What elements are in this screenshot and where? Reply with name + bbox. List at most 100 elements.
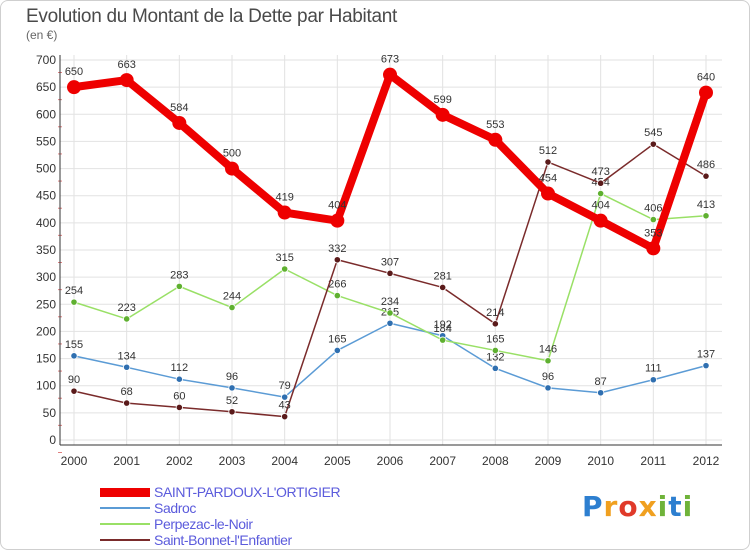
data-point [70, 352, 78, 360]
data-label: 266 [328, 279, 346, 291]
proxiti-logo: Proxiti [582, 490, 693, 523]
data-point [649, 376, 657, 384]
data-point [228, 384, 236, 392]
data-point [386, 319, 394, 327]
data-point [175, 375, 183, 383]
x-tick-label: 2001 [113, 454, 140, 468]
data-label: 192 [433, 319, 451, 331]
data-point [439, 283, 447, 292]
data-point [333, 346, 341, 355]
data-label: 486 [697, 159, 715, 171]
data-label: 96 [226, 371, 238, 383]
data-point [491, 320, 499, 328]
data-label: 90 [68, 374, 80, 386]
y-tick-label: 300 [36, 270, 56, 284]
legend-swatch [100, 487, 150, 497]
y-tick-label: 50 [43, 406, 57, 420]
data-point [488, 132, 503, 147]
data-point [119, 73, 134, 88]
data-label: 283 [170, 269, 188, 281]
data-point [593, 213, 608, 228]
data-label: 553 [486, 119, 504, 131]
data-label: 413 [697, 199, 715, 211]
x-tick-label: 2010 [587, 454, 614, 468]
data-label: 87 [595, 376, 607, 388]
data-point [281, 393, 289, 401]
y-tick-label: 350 [36, 243, 56, 257]
data-point [383, 67, 397, 82]
data-label: 584 [170, 102, 188, 114]
data-label: 52 [226, 395, 238, 407]
data-point [281, 265, 289, 273]
x-tick-label: 2006 [377, 454, 404, 468]
data-point [123, 315, 131, 323]
data-label: 244 [223, 291, 241, 303]
data-point [491, 364, 499, 372]
legend: SAINT-PARDOUX-L'ORTIGIER Sadroc Perpezac… [100, 484, 341, 548]
data-label: 43 [279, 400, 291, 412]
y-tick-label: 250 [36, 297, 56, 311]
data-point [646, 241, 661, 256]
data-label: 404 [328, 200, 346, 212]
data-point [330, 213, 345, 228]
y-tick-label: 450 [36, 189, 56, 203]
data-point [228, 408, 236, 416]
data-point [439, 336, 447, 344]
data-point [123, 399, 131, 407]
data-point [541, 186, 555, 201]
data-label: 165 [328, 333, 346, 345]
data-label: 79 [279, 380, 291, 392]
logo-letter: i [682, 490, 694, 523]
data-label: 254 [65, 285, 83, 297]
data-point [649, 140, 657, 148]
data-point [702, 172, 710, 180]
data-point [70, 387, 78, 395]
x-tick-label: 2011 [640, 454, 666, 468]
data-label: 111 [645, 363, 662, 375]
data-label: 454 [539, 173, 557, 185]
x-tick-label: 2003 [219, 454, 246, 468]
data-label: 112 [171, 362, 189, 374]
data-label: 663 [117, 59, 135, 71]
data-label: 96 [542, 371, 554, 383]
y-tick-label: 0 [49, 433, 56, 447]
chart-subtitle: (en €) [26, 28, 58, 42]
data-label: 234 [381, 296, 399, 308]
data-label: 419 [275, 192, 293, 204]
data-label: 404 [591, 200, 609, 212]
logo-letter: i [657, 490, 669, 523]
data-label: 68 [121, 386, 133, 398]
data-point [172, 115, 187, 130]
x-tick-label: 2000 [61, 454, 88, 468]
logo-letter: P [582, 490, 604, 523]
data-label: 155 [65, 339, 83, 351]
legend-swatch [100, 539, 150, 541]
logo-letter: r [603, 490, 619, 523]
data-point [386, 309, 394, 317]
chart-title: Evolution du Montant de la Dette par Hab… [26, 6, 397, 27]
data-label: 473 [591, 166, 609, 178]
data-label: 673 [381, 54, 399, 66]
data-point [123, 363, 131, 371]
data-point [228, 303, 236, 312]
data-label: 134 [117, 350, 135, 362]
data-label: 640 [697, 72, 715, 84]
data-label: 406 [644, 203, 662, 215]
y-tick-label: 150 [36, 352, 56, 366]
data-point [702, 212, 710, 220]
data-point [281, 413, 289, 421]
x-tick-label: 2004 [271, 454, 298, 468]
data-point [70, 298, 78, 306]
x-tick-label: 2008 [482, 454, 509, 468]
data-label: 307 [381, 256, 399, 268]
data-point [225, 161, 239, 176]
logo-letter: x [638, 490, 658, 523]
data-label: 500 [223, 148, 241, 160]
legend-label: Perpezac-le-Noir [154, 516, 253, 532]
y-tick-label: 650 [36, 80, 56, 94]
legend-label: Sadroc [154, 500, 196, 516]
data-label: 332 [328, 243, 346, 255]
logo-letter: o [618, 490, 639, 523]
data-point [649, 216, 657, 224]
data-point [67, 80, 81, 95]
